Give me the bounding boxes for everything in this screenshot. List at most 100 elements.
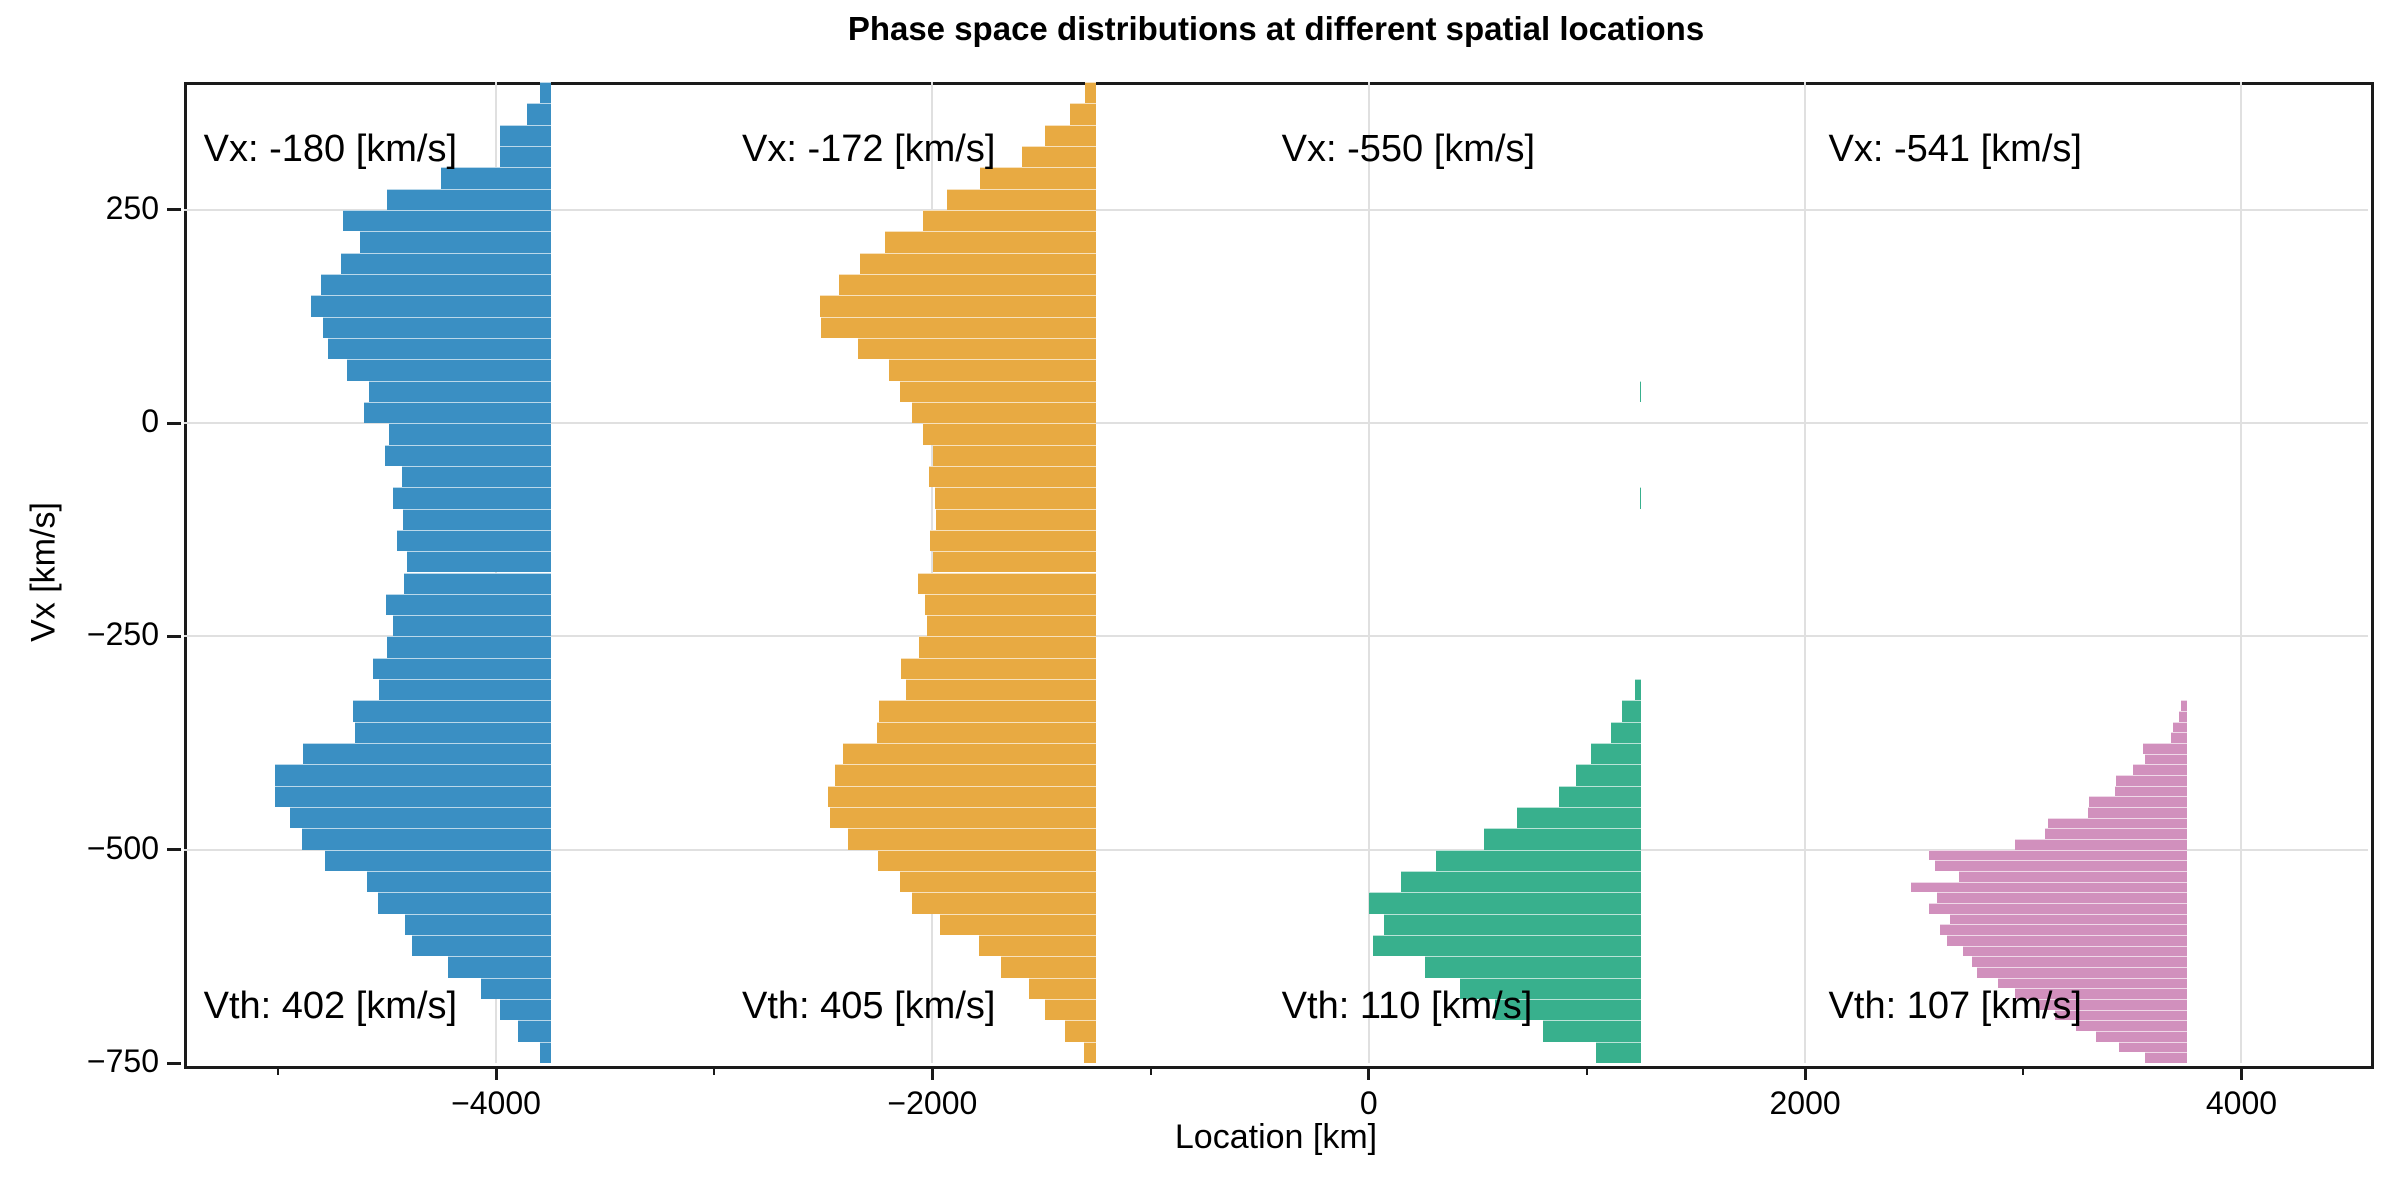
histogram-bar xyxy=(2038,999,2187,1010)
histogram-bar xyxy=(946,188,1096,210)
histogram-bar xyxy=(930,529,1096,552)
grid-line-y xyxy=(184,635,2368,638)
histogram-bar xyxy=(2114,785,2187,797)
histogram-bar xyxy=(441,167,551,189)
x-minor-tick xyxy=(276,1066,279,1075)
histogram-bar xyxy=(389,423,551,445)
histogram-bar xyxy=(980,167,1096,189)
y-tick xyxy=(167,421,181,425)
x-tick xyxy=(1803,1066,1807,1080)
histogram-bar xyxy=(1001,956,1096,978)
histogram-bar xyxy=(821,316,1096,338)
histogram-bar xyxy=(926,615,1096,637)
histogram-bar xyxy=(820,295,1096,317)
histogram-bar xyxy=(393,487,551,509)
histogram-bar xyxy=(1484,828,1642,850)
histogram-bar xyxy=(1373,935,1642,957)
y-tick xyxy=(167,634,181,638)
histogram-bar xyxy=(827,785,1096,808)
histogram-bar xyxy=(1621,700,1642,722)
x-minor-tick xyxy=(713,1066,716,1075)
histogram-bar xyxy=(310,295,551,317)
histogram-bar xyxy=(2088,796,2187,808)
histogram-bar xyxy=(369,380,551,402)
histogram-bar xyxy=(1998,977,2187,989)
histogram-bar xyxy=(539,82,551,104)
histogram-bar xyxy=(878,700,1096,722)
histogram-bar xyxy=(1977,967,2187,978)
vx-annotation: Vx: -541 [km/s] xyxy=(1828,128,2082,171)
histogram-bar xyxy=(1937,892,2187,904)
histogram-bar xyxy=(359,231,551,253)
histogram-bar xyxy=(979,935,1096,957)
histogram-bar xyxy=(500,124,551,146)
x-tick-label: −2000 xyxy=(887,1085,978,1121)
histogram-bar xyxy=(1558,785,1642,808)
histogram-bar xyxy=(364,401,551,424)
histogram-bar xyxy=(355,721,551,744)
histogram-bar xyxy=(1639,380,1642,402)
histogram-bar xyxy=(860,252,1096,274)
histogram-bar xyxy=(1425,956,1642,978)
chart-title: Phase space distributions at different s… xyxy=(847,10,1705,47)
histogram-bar xyxy=(353,700,551,722)
histogram-bar xyxy=(1517,807,1642,829)
histogram-bar xyxy=(1640,487,1642,509)
histogram-bar xyxy=(379,679,551,701)
vx-annotation: Vx: -172 [km/s] xyxy=(742,128,996,171)
histogram-bar xyxy=(372,657,551,680)
histogram-bar xyxy=(324,849,551,872)
y-tick-label: −250 xyxy=(86,616,159,653)
x-tick xyxy=(1367,1066,1371,1080)
histogram-bar xyxy=(393,615,551,637)
grid-line-y xyxy=(184,848,2368,851)
histogram-bar xyxy=(1029,977,1096,999)
histogram-bar xyxy=(911,401,1096,424)
histogram-bar xyxy=(289,807,551,829)
histogram-bar xyxy=(302,743,551,765)
histogram-bar xyxy=(838,273,1096,296)
histogram-bar xyxy=(321,273,551,296)
grid-line-x xyxy=(2240,82,2243,1063)
x-tick-label: 2000 xyxy=(1769,1085,1841,1121)
x-minor-tick xyxy=(2022,1066,2025,1075)
x-tick xyxy=(930,1066,934,1080)
histogram-bar xyxy=(2045,828,2187,840)
histogram-bar xyxy=(877,849,1096,872)
histogram-bar xyxy=(367,871,551,893)
histogram-bar xyxy=(1021,145,1096,168)
histogram-bar xyxy=(2014,988,2187,999)
histogram-bar xyxy=(929,465,1096,488)
histogram-bar xyxy=(2075,1020,2187,1031)
histogram-bar xyxy=(396,529,551,552)
histogram-bar xyxy=(919,636,1096,658)
vth-annotation: Vth: 402 [km/s] xyxy=(203,984,458,1027)
y-tick-label: −500 xyxy=(86,829,159,866)
histogram-bar xyxy=(2133,764,2187,776)
histogram-bar xyxy=(829,807,1096,829)
histogram-bar xyxy=(274,764,551,786)
histogram-bar xyxy=(2143,743,2187,754)
histogram-bar xyxy=(517,1020,551,1042)
histogram-bar xyxy=(1384,913,1642,936)
y-tick xyxy=(167,208,181,212)
histogram-bar xyxy=(1401,871,1642,893)
histogram-bar xyxy=(1929,849,2187,861)
histogram-bar xyxy=(940,913,1096,936)
histogram-bar xyxy=(2145,1052,2187,1063)
histogram-bar xyxy=(899,380,1096,402)
histogram-bar xyxy=(402,465,551,488)
histogram-bar xyxy=(835,764,1096,786)
histogram-bar xyxy=(1576,764,1642,786)
histogram-bar xyxy=(378,892,551,914)
histogram-bar xyxy=(1910,881,2187,893)
histogram-bar xyxy=(922,209,1096,232)
histogram-bar xyxy=(2116,775,2187,786)
histogram-bar xyxy=(1543,1020,1642,1042)
histogram-bar xyxy=(322,316,551,338)
histogram-bar xyxy=(404,572,551,594)
histogram-bar xyxy=(858,337,1096,360)
histogram-bar xyxy=(1634,679,1642,701)
histogram-bar xyxy=(412,935,551,957)
